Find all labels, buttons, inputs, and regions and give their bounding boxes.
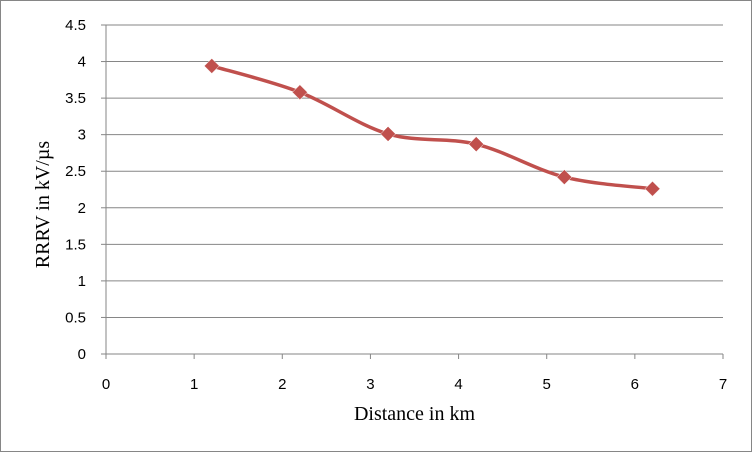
x-tick-label-1: 1 (190, 376, 198, 393)
y-tick-label-5: 2.5 (65, 163, 86, 180)
y-axis-title: RRRV in kV/µs (32, 141, 54, 269)
data-point-2 (380, 126, 396, 142)
gridlines (106, 24, 723, 318)
tick-labels: 0 0.5 1 1.5 2 2.5 3 3.5 4 4.5 0 1 2 3 4 5 6 7 (65, 17, 727, 393)
y-tick-label-7: 3.5 (65, 90, 86, 107)
x-axis-title: Distance in km (354, 403, 476, 425)
x-tick-label-5: 5 (543, 376, 551, 393)
y-tick-label-6: 3 (78, 127, 86, 144)
y-tick-label-8: 4 (78, 54, 86, 71)
y-tick-label-2: 1 (78, 273, 86, 290)
series-line-0 (210, 64, 655, 191)
x-tick-label-7: 7 (719, 376, 727, 393)
data-point-3 (468, 136, 485, 153)
axes (101, 24, 724, 359)
x-tick-label-3: 3 (366, 376, 374, 393)
data-point-1 (292, 84, 308, 101)
x-tick-label-6: 6 (631, 376, 639, 393)
y-tick-label-0: 0 (78, 346, 86, 363)
data-point-4 (556, 169, 573, 185)
y-tick-label-3: 1.5 (65, 236, 86, 253)
x-tick-label-2: 2 (278, 376, 286, 393)
y-tick-label-1: 0.5 (65, 309, 86, 326)
y-tick-label-9: 4.5 (65, 17, 86, 34)
x-tick-label-4: 4 (454, 376, 462, 393)
x-tick-label-0: 0 (102, 376, 110, 393)
data-series (203, 58, 661, 197)
y-tick-label-4: 2 (78, 200, 86, 217)
data-point-5 (644, 180, 661, 197)
data-point-0 (203, 58, 220, 74)
